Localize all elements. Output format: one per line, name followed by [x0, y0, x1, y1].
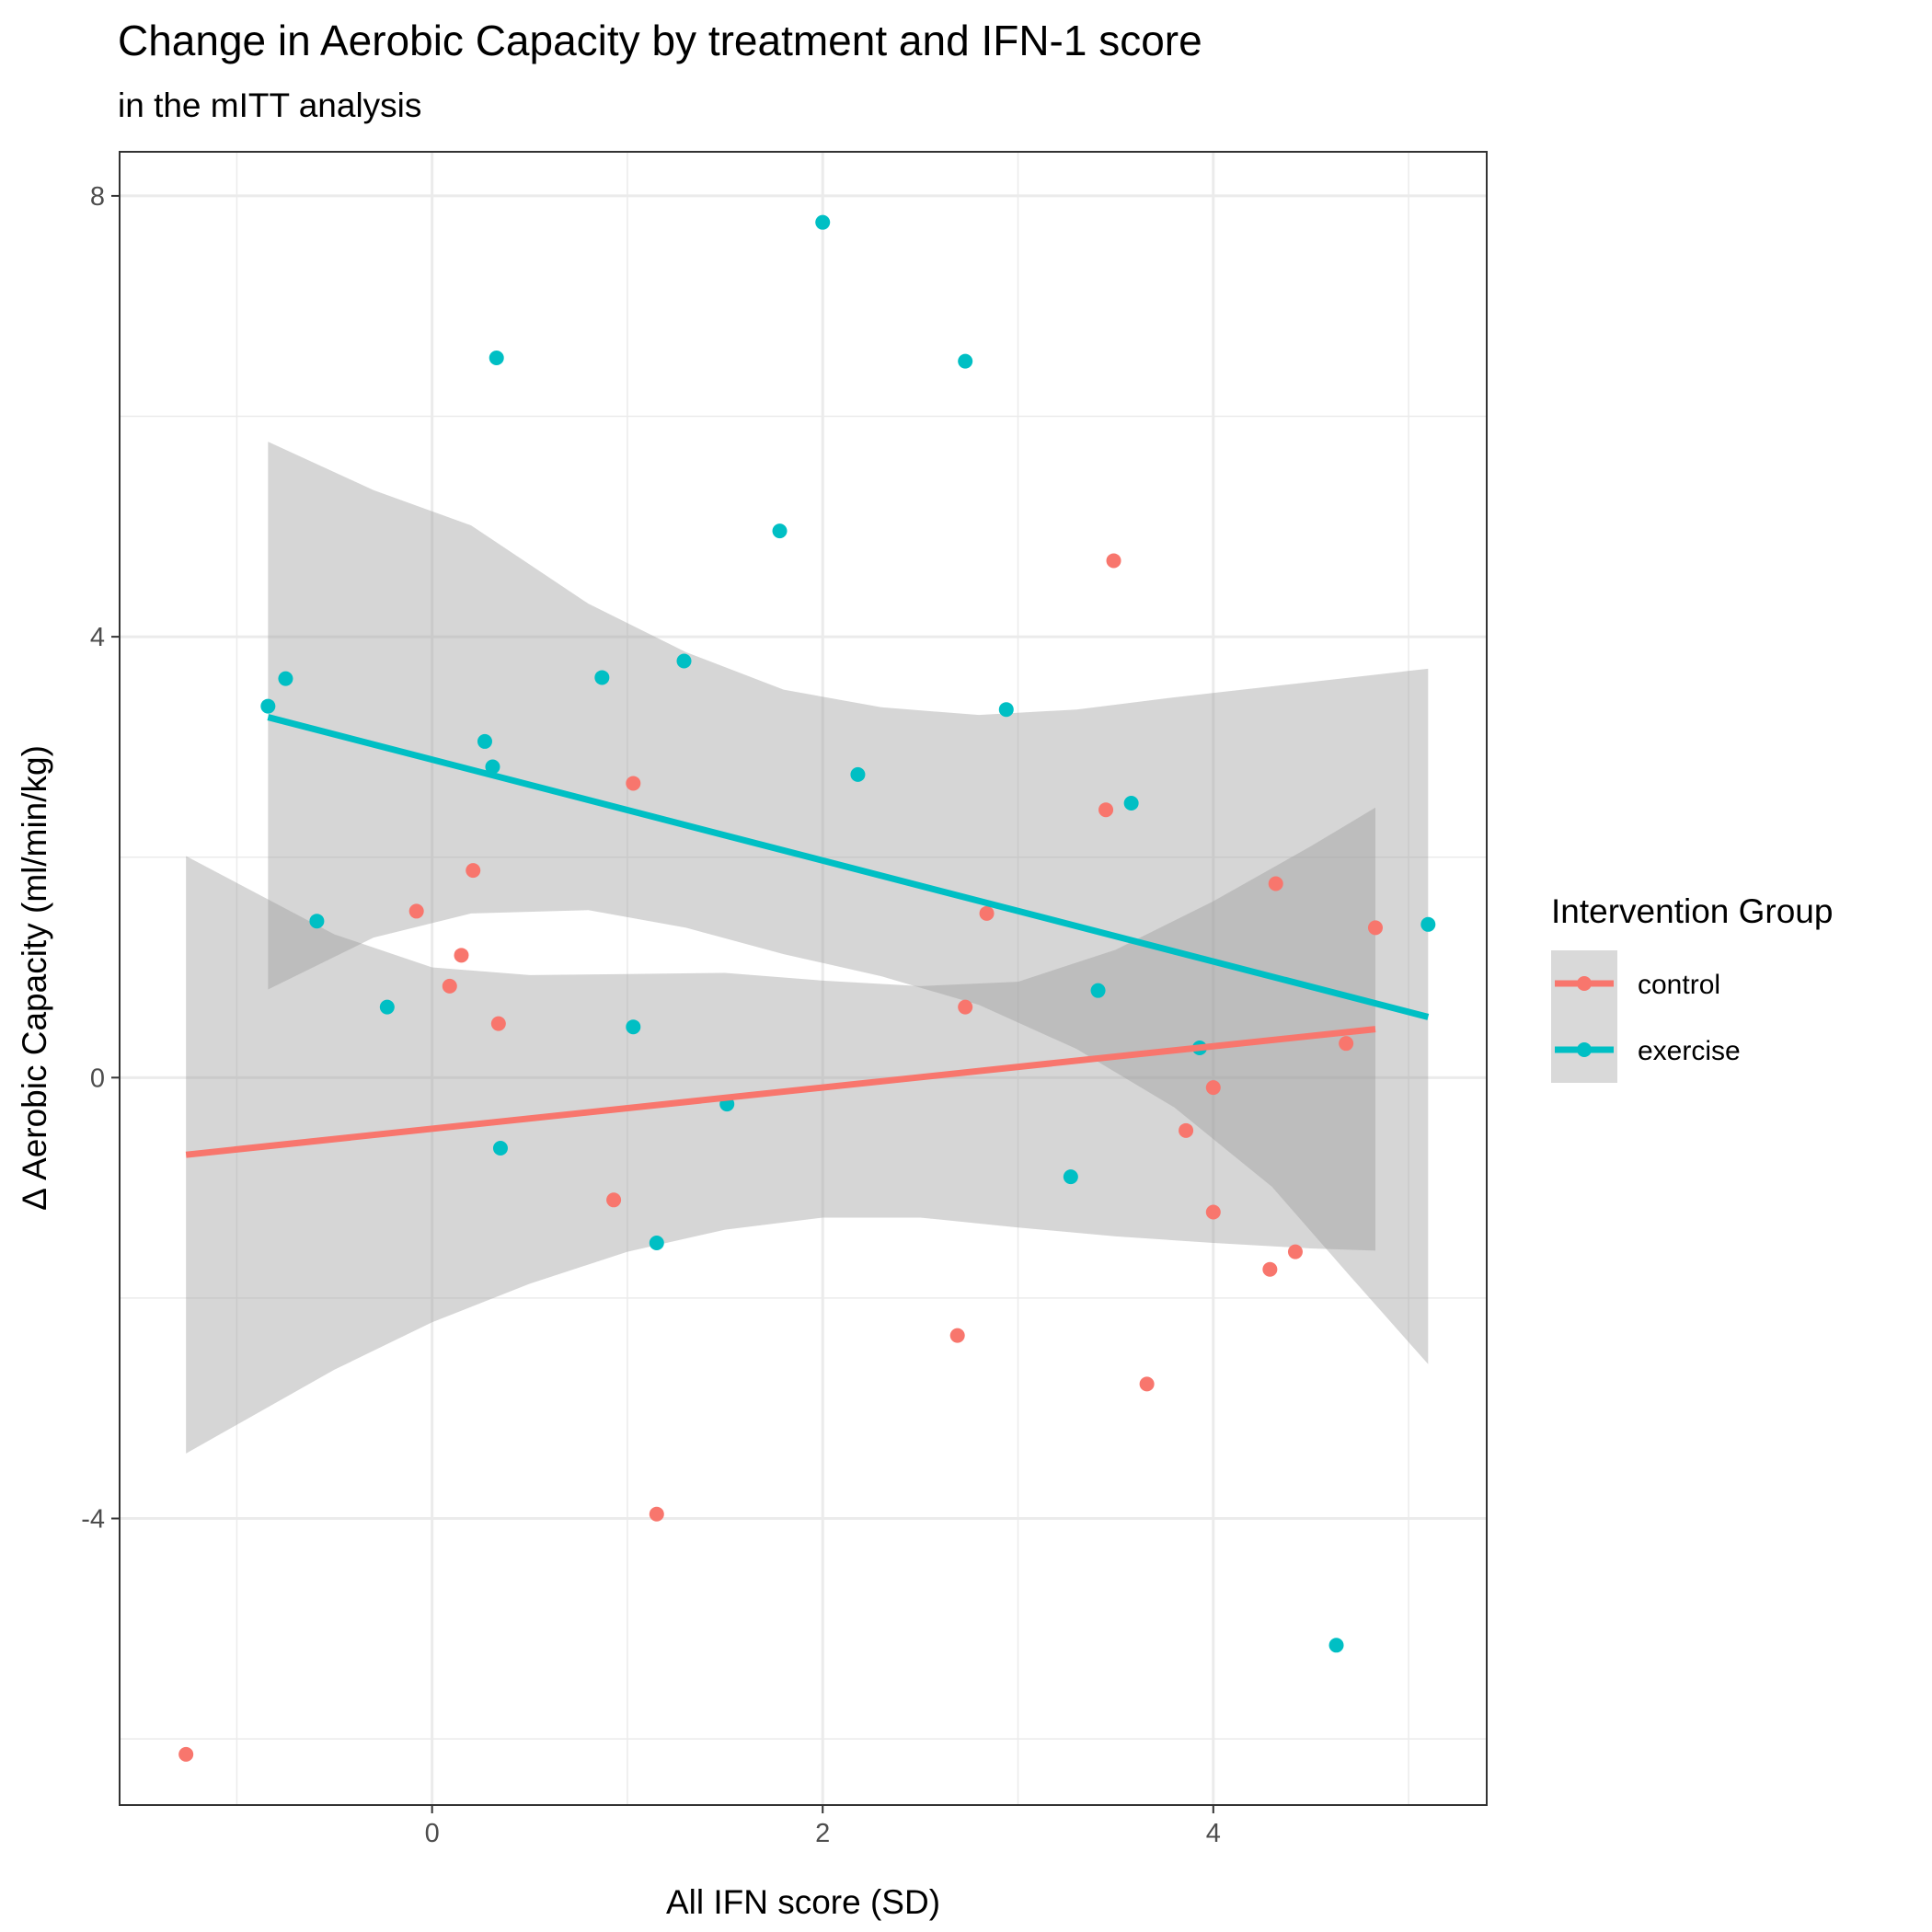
data-point-control	[979, 905, 995, 921]
data-point-control	[1106, 553, 1121, 569]
y-tick-label: 4	[90, 623, 105, 652]
x-tick-label: 4	[1206, 1819, 1221, 1848]
data-point-exercise	[649, 1236, 664, 1251]
data-point-exercise	[485, 759, 500, 775]
data-point-control	[626, 776, 641, 791]
legend-key-point-control	[1577, 976, 1592, 991]
y-axis-ticks: -4 0 4 8	[81, 182, 120, 1535]
y-tick-label: 0	[90, 1064, 105, 1093]
fit-lines	[185, 714, 1430, 1158]
data-point-control	[1098, 802, 1114, 818]
y-tick-label: -4	[81, 1505, 105, 1535]
chart-subtitle: in the mITT analysis	[118, 86, 421, 124]
legend: Intervention Group control exercise	[1551, 892, 1833, 1083]
confidence-ribbon-control	[186, 807, 1375, 1454]
data-point-exercise	[998, 702, 1014, 718]
data-point-exercise	[1123, 796, 1139, 811]
legend-title: Intervention Group	[1551, 892, 1833, 930]
data-point-exercise	[489, 351, 504, 366]
data-point-control	[1367, 920, 1383, 936]
legend-key-point-exercise	[1577, 1042, 1592, 1057]
data-point-control	[949, 1328, 965, 1343]
data-point-exercise	[278, 671, 293, 686]
data-point-control	[466, 863, 481, 879]
data-point-control	[442, 978, 457, 994]
plot-panel-border	[119, 151, 1488, 1806]
data-point-control	[408, 903, 424, 919]
x-axis-ticks: 0 2 4	[425, 1805, 1221, 1848]
gridlines	[120, 152, 1487, 1805]
x-tick-label: 2	[815, 1819, 830, 1848]
data-point-exercise	[815, 214, 831, 230]
confidence-ribbon-exercise	[268, 442, 1429, 1364]
legend-label-exercise: exercise	[1638, 1036, 1741, 1066]
data-point-control	[649, 1506, 664, 1522]
data-point-control	[1268, 876, 1283, 891]
data-point-exercise	[1090, 983, 1106, 998]
data-point-control	[958, 999, 973, 1015]
data-point-exercise	[492, 1140, 508, 1156]
data-point-control	[606, 1192, 622, 1208]
x-tick-label: 0	[425, 1819, 440, 1848]
data-point-exercise	[676, 653, 692, 669]
data-point-exercise	[1420, 916, 1436, 932]
data-point-control	[1262, 1261, 1278, 1277]
data-point-control	[1205, 1080, 1221, 1096]
data-point-control	[1179, 1122, 1194, 1138]
confidence-ribbons	[186, 442, 1429, 1454]
data-point-control	[490, 1016, 506, 1031]
data-point-control	[454, 948, 469, 963]
data-point-exercise	[379, 999, 395, 1015]
y-tick-label: 8	[90, 182, 105, 212]
chart-title: Change in Aerobic Capacity by treatment …	[118, 17, 1202, 64]
data-point-exercise	[626, 1019, 641, 1035]
data-point-exercise	[594, 670, 610, 685]
data-point-exercise	[772, 523, 788, 539]
fit-line-exercise	[267, 714, 1430, 1020]
data-point-exercise	[850, 766, 866, 782]
data-point-control	[1139, 1376, 1155, 1392]
data-point-control	[1339, 1036, 1354, 1052]
data-point-exercise	[1063, 1169, 1078, 1185]
data-point-exercise	[260, 698, 276, 714]
plot-panel-background	[120, 152, 1487, 1805]
data-point-exercise	[1328, 1638, 1344, 1653]
data-point-exercise	[309, 914, 325, 929]
x-axis-label: All IFN score (SD)	[666, 1883, 940, 1921]
data-point-control	[1287, 1244, 1303, 1259]
fit-line-control	[185, 1026, 1376, 1158]
data-points	[178, 214, 1436, 1762]
data-point-exercise	[958, 353, 973, 369]
data-point-exercise	[477, 733, 492, 749]
y-axis-label: Δ Aerobic Capacity (ml/min/kg)	[16, 745, 53, 1211]
data-point-control	[1205, 1204, 1221, 1220]
data-point-control	[178, 1746, 194, 1762]
legend-label-control: control	[1638, 970, 1720, 1000]
